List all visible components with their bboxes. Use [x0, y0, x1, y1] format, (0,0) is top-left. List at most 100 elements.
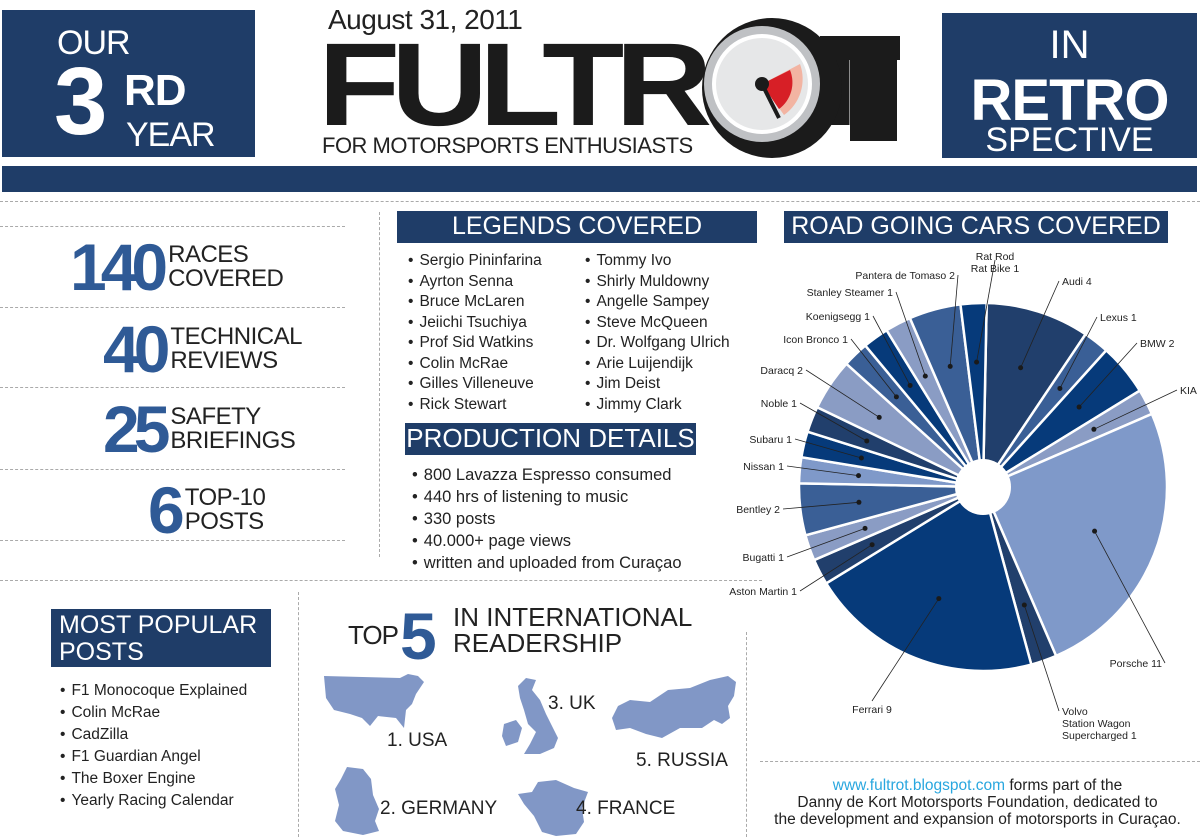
- france-map-icon: [518, 780, 588, 836]
- legend-item: Tommy Ivo: [585, 251, 730, 272]
- germany-map-icon: [335, 767, 379, 835]
- stat-technical-reviews: 40 TECHNICAL REVIEWS: [103, 312, 302, 386]
- issue-date: August 31, 2011: [328, 4, 523, 35]
- country-france: 4. FRANCE: [576, 798, 676, 819]
- footer-text: www.fultrot.blogspot.com forms part of t…: [755, 777, 1200, 828]
- country-usa: 1. USA: [387, 730, 448, 751]
- legend-item: Shirly Muldowny: [585, 272, 730, 293]
- stat-top10-posts: 6 TOP-10 POSTS: [148, 473, 266, 547]
- stat-number: 25: [103, 392, 170, 466]
- stat-number: 6: [148, 473, 185, 547]
- year-label: YEAR: [126, 116, 216, 154]
- country-germany: 2. GERMANY: [380, 798, 498, 819]
- legend-item: Bruce McLaren: [408, 292, 542, 313]
- legend-item: Ayrton Senna: [408, 272, 542, 293]
- country-russia: 5. RUSSIA: [636, 750, 728, 771]
- speedometer-dial-icon: [702, 18, 842, 158]
- divider: [0, 226, 345, 227]
- stat-label-line1: TOP-10: [184, 484, 266, 511]
- pie-label: Bentley 2: [736, 504, 780, 516]
- pie-slice: [981, 412, 1169, 658]
- pie-label: Noble 1: [761, 398, 797, 410]
- pie-label: Bugatti 1: [743, 552, 785, 564]
- in-label: IN: [1049, 23, 1090, 67]
- header-banner: [2, 166, 1197, 192]
- stat-label-line2: REVIEWS: [170, 347, 278, 374]
- legend-item: Steve McQueen: [585, 313, 730, 334]
- country-uk: 3. UK: [548, 693, 596, 714]
- divider: [746, 632, 747, 837]
- pie-label: Station Wagon: [1062, 718, 1131, 730]
- pie-label: Daracq 2: [760, 365, 803, 377]
- stat-label-line1: SAFETY: [170, 403, 261, 430]
- production-item: 800 Lavazza Espresso consumed: [412, 464, 682, 486]
- divider: [379, 212, 380, 557]
- year-number: 3: [54, 48, 107, 155]
- legends-list-col2: Tommy IvoShirly MuldownyAngelle SampeySt…: [585, 251, 730, 415]
- pie-label: Rat Rod: [976, 251, 1015, 263]
- pie-label: Subaru 1: [749, 434, 792, 446]
- pie-label: Pantera de Tomaso 2: [855, 270, 955, 282]
- legend-item: Gilles Villeneuve: [408, 374, 542, 395]
- stat-number: 40: [103, 312, 170, 386]
- our-label: OUR: [57, 24, 131, 62]
- russia-map-icon: [612, 676, 736, 738]
- pie-label: Volvo: [1062, 706, 1088, 718]
- popular-title-line1: MOST POPULAR: [59, 611, 258, 639]
- divider: [760, 761, 1200, 762]
- production-item: 40.000+ page views: [412, 530, 682, 552]
- popular-post-item: F1 Monocoque Explained: [60, 680, 247, 702]
- year-suffix: RD: [124, 66, 187, 115]
- legend-item: Sergio Pininfarina: [408, 251, 541, 272]
- stat-label-line1: TECHNICAL: [170, 323, 302, 350]
- production-item: 330 posts: [412, 508, 682, 530]
- legend-item: Prof Sid Watkins: [408, 333, 542, 354]
- pie-label: Porsche 11: [1110, 658, 1162, 670]
- production-item: written and uploaded from Curaçao: [412, 552, 682, 574]
- production-list: 800 Lavazza Espresso consumed440 hrs of …: [412, 464, 682, 574]
- readership-line2: READERSHIP: [453, 628, 623, 658]
- pie-slice: [959, 301, 988, 488]
- stat-label-line2: COVERED: [168, 265, 284, 292]
- popular-posts-list: F1 Monocoque ExplainedColin McRaeCadZill…: [60, 680, 247, 812]
- legend-item: Dr. Wolfgang Ulrich: [585, 333, 729, 354]
- divider: [0, 201, 1200, 202]
- popular-title-line2: POSTS: [59, 638, 144, 666]
- popular-post-item: The Boxer Engine: [60, 768, 247, 790]
- stat-safety-briefings: 25 SAFETY BRIEFINGS: [103, 392, 296, 466]
- production-header: PRODUCTION DETAILS: [405, 423, 696, 455]
- divider: [298, 592, 299, 837]
- production-item: 440 hrs of listening to music: [412, 486, 682, 508]
- blog-url-link[interactable]: www.fultrot.blogspot.com: [832, 777, 1006, 794]
- pie-label: Nissan 1: [743, 461, 784, 473]
- stat-label-line2: BRIEFINGS: [170, 427, 296, 454]
- legend-item: Rick Stewart: [408, 395, 542, 416]
- our-3rd-year-box: OUR 3 RD YEAR: [2, 10, 255, 157]
- stat-number: 140: [70, 230, 168, 304]
- popular-posts-header: MOST POPULAR POSTS: [51, 609, 271, 667]
- popular-post-item: CadZilla: [60, 724, 247, 746]
- pie-label: Supercharged 1: [1062, 730, 1137, 742]
- pie-label: Audi 4: [1062, 276, 1092, 288]
- stat-label-line2: POSTS: [184, 508, 264, 535]
- legend-item: Colin McRae: [408, 354, 542, 375]
- divider: [0, 580, 762, 581]
- pie-label: Rat Bike 1: [971, 263, 1020, 275]
- pie-slice: [824, 485, 1033, 673]
- popular-post-item: Colin McRae: [60, 702, 247, 724]
- divider: [0, 469, 345, 470]
- pie-label: BMW 2: [1140, 338, 1175, 350]
- usa-map-icon: [324, 674, 424, 728]
- stat-label-line1: RACES: [168, 241, 249, 268]
- legends-header: LEGENDS COVERED: [397, 211, 757, 243]
- footer-line2: Danny de Kort Motorsports Foundation, de…: [797, 794, 1158, 811]
- legend-item: Jim Deist: [585, 374, 730, 395]
- uk-map-icon: [502, 678, 558, 754]
- cars-header: ROAD GOING CARS COVERED: [784, 211, 1168, 243]
- in-retrospective-box: IN RETRO SPECTIVE: [942, 13, 1197, 159]
- pie-label: Stanley Steamer 1: [807, 287, 894, 299]
- readership-line1: IN INTERNATIONAL: [453, 602, 693, 632]
- legends-list-col1: Sergio PininfarinaAyrton SennaBruce McLa…: [408, 251, 542, 416]
- divider: [0, 540, 345, 541]
